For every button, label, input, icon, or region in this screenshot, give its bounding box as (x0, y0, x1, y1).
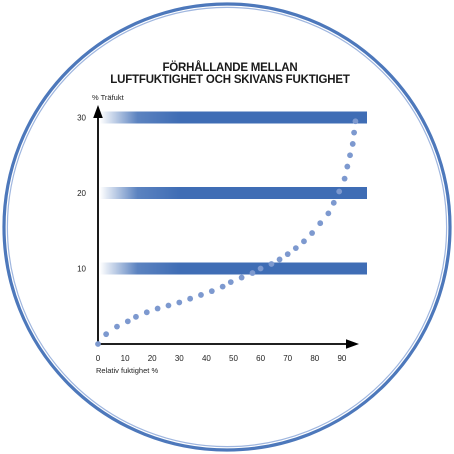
data-point (347, 152, 353, 159)
data-point (276, 256, 283, 263)
x-tick-label: 50 (229, 354, 238, 363)
x-tick-label: 20 (148, 354, 157, 363)
x-tick-label: 80 (310, 354, 319, 363)
data-point (284, 251, 291, 258)
band-10 (100, 262, 367, 275)
band-20 (100, 187, 367, 199)
data-point (227, 279, 234, 285)
x-axis-label: Relativ fuktighet % (96, 366, 158, 375)
data-point (198, 292, 204, 298)
data-point (114, 323, 120, 330)
data-points (95, 118, 359, 347)
x-tick-labels: 0 10 20 30 40 50 60 70 80 90 (96, 354, 347, 363)
data-point (336, 188, 343, 195)
data-point (351, 129, 357, 136)
data-point (341, 175, 348, 182)
horizontal-bands (100, 111, 367, 275)
chart-title-line-1: FÖRHÅLLANDE MELLAN (162, 61, 297, 74)
data-point (309, 230, 315, 236)
data-point (317, 220, 324, 227)
chart-title-line-2: LUFTFUKTIGHET OCH SKIVANS FUKTIGHET (110, 74, 350, 86)
x-axis-arrow (346, 339, 359, 349)
y-axis-label: % Träfukt (92, 93, 125, 102)
data-point (187, 295, 194, 302)
y-tick-labels: 10 20 30 (77, 114, 86, 274)
data-point (344, 163, 351, 170)
x-tick-label: 90 (337, 354, 346, 363)
inner-ring (6, 6, 448, 448)
data-point (352, 118, 359, 125)
data-point (249, 270, 256, 276)
data-point (176, 299, 183, 306)
data-point (133, 313, 139, 320)
data-point (124, 318, 131, 325)
band-30 (100, 111, 367, 124)
x-tick-label: 10 (121, 354, 130, 363)
data-point (301, 238, 307, 245)
x-tick-label: 70 (283, 354, 292, 363)
x-tick-label: 30 (175, 354, 184, 363)
x-tick-label: 60 (256, 354, 265, 363)
data-point (257, 265, 264, 272)
data-point (143, 309, 150, 316)
data-point (154, 305, 161, 312)
data-point (103, 331, 110, 338)
data-point (325, 210, 332, 217)
y-tick-label: 30 (77, 114, 86, 123)
data-point (238, 274, 245, 281)
data-point (208, 288, 215, 295)
data-point (292, 245, 299, 252)
x-tick-label: 0 (96, 354, 101, 363)
data-point (165, 302, 172, 309)
y-tick-label: 10 (77, 265, 86, 274)
data-point (349, 141, 356, 147)
y-axis-arrow (93, 105, 103, 118)
data-point (330, 199, 337, 206)
data-point (95, 341, 101, 347)
y-tick-label: 20 (77, 189, 86, 198)
data-point (219, 283, 226, 290)
data-point (268, 261, 275, 267)
x-tick-label: 40 (202, 354, 211, 363)
